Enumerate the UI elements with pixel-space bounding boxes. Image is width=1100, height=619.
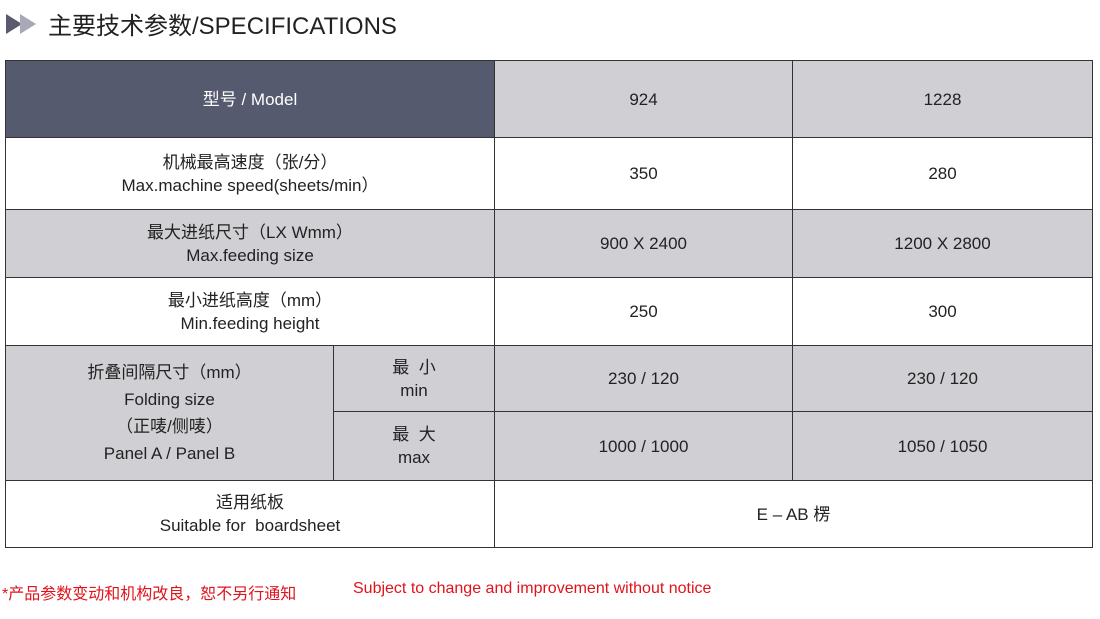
label-zh-sub: （正唛/侧唛）	[116, 417, 223, 436]
double-arrow-icon	[6, 11, 40, 37]
label-en-sub: Panel A / Panel B	[103, 444, 236, 463]
note-zh: *产品参数变动和机构改良，恕不另行通知	[2, 586, 297, 603]
label-en: Max.machine speed(sheets/min）	[121, 175, 379, 195]
model-1228: 1228	[792, 60, 1093, 138]
table-cell: 250	[494, 277, 793, 346]
table-cell: 350	[494, 137, 793, 210]
cell-value: 1200 X 2800	[894, 234, 991, 253]
cell-value: 1000 / 1000	[598, 436, 689, 456]
folding-min-label: 最 小 min	[333, 345, 495, 412]
label-zh: 最 小	[392, 357, 436, 377]
model-header: 型号 / Model	[5, 60, 495, 138]
cell-value: 300	[928, 302, 957, 321]
row-label-feeding-size: 最大进纸尺寸（LX Wmm） Max.feeding size	[5, 209, 495, 278]
model-label: 型号 / Model	[202, 89, 298, 109]
cell-value: 350	[629, 164, 658, 183]
row-label-folding: 折叠间隔尺寸（mm） Folding size （正唛/侧唛） Panel A …	[5, 345, 334, 481]
model-name: 924	[629, 89, 658, 109]
title-text: 主要技术参数/SPECIFICATIONS	[48, 13, 397, 40]
label-zh: 适用纸板	[216, 493, 284, 512]
table-cell: 1050 / 1050	[792, 411, 1093, 481]
label-zh: 最 大	[392, 425, 436, 444]
label-en: min	[400, 380, 428, 400]
table-cell: 280	[792, 137, 1093, 210]
row-label-speed: 机械最高速度（张/分） Max.machine speed(sheets/min）	[5, 137, 495, 210]
model-924: 924	[494, 60, 793, 138]
cell-value: 280	[928, 164, 957, 183]
label-en: Min.feeding height	[180, 313, 320, 333]
cell-value: 250	[629, 302, 658, 321]
cell-value: 900 X 2400	[600, 234, 687, 253]
model-name: 1228	[923, 89, 962, 109]
page-title: 主要技术参数/SPECIFICATIONS	[6, 6, 397, 41]
table-cell: 230 / 120	[792, 345, 1093, 412]
label-zh: 机械最高速度（张/分）	[162, 152, 338, 172]
label-en: max	[397, 448, 431, 467]
cell-value: 230 / 120	[907, 369, 978, 388]
table-cell: 1000 / 1000	[494, 411, 793, 481]
label-en: Suitable for boardsheet	[159, 516, 341, 535]
row-label-feeding-height: 最小进纸高度（mm） Min.feeding height	[5, 277, 495, 346]
table-cell: 1200 X 2800	[792, 209, 1093, 278]
label-zh: 最小进纸高度（mm）	[167, 290, 333, 310]
table-cell: 900 X 2400	[494, 209, 793, 278]
label-en: Folding size	[124, 390, 215, 409]
label-en: Max.feeding size	[186, 245, 314, 265]
row-label-boardsheet: 适用纸板 Suitable for boardsheet	[5, 480, 495, 548]
table-cell: 300	[792, 277, 1093, 346]
table-cell: 230 / 120	[494, 345, 793, 412]
cell-value: E – AB 楞	[756, 504, 831, 524]
cell-value: 230 / 120	[608, 369, 679, 388]
folding-max-label: 最 大 max	[333, 411, 495, 481]
label-zh: 折叠间隔尺寸（mm）	[87, 363, 252, 382]
label-zh: 最大进纸尺寸（LX Wmm）	[147, 222, 353, 242]
cell-value: 1050 / 1050	[897, 436, 988, 456]
table-cell: E – AB 楞	[494, 480, 1093, 548]
note-en: Subject to change and improvement withou…	[353, 580, 712, 597]
